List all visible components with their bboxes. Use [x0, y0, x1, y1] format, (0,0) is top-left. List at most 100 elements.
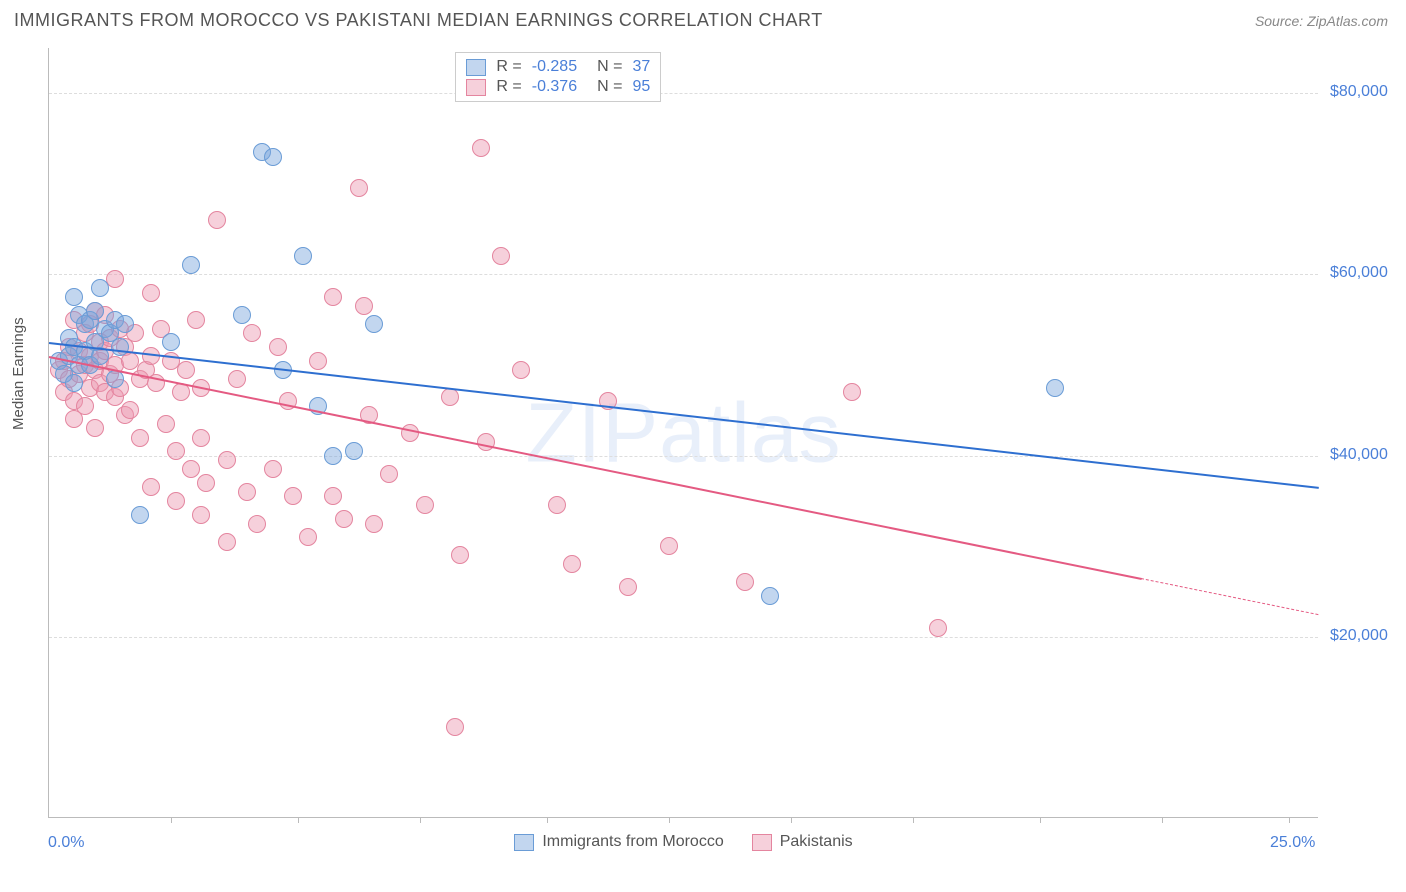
scatter-point — [492, 247, 510, 265]
x-tick — [420, 817, 421, 823]
scatter-point — [131, 429, 149, 447]
scatter-point — [233, 306, 251, 324]
scatter-point — [380, 465, 398, 483]
legend-item: Immigrants from Morocco — [514, 833, 723, 851]
scatter-point — [111, 338, 129, 356]
scatter-point — [660, 537, 678, 555]
x-axis-end-label: 0.0% — [48, 834, 84, 852]
scatter-point — [218, 533, 236, 551]
scatter-point — [142, 284, 160, 302]
scatter-point — [243, 324, 261, 342]
series-swatch — [466, 59, 486, 76]
scatter-point — [131, 506, 149, 524]
scatter-point — [324, 288, 342, 306]
scatter-point — [350, 179, 368, 197]
scatter-point — [294, 247, 312, 265]
scatter-point — [365, 315, 383, 333]
scatter-point — [142, 478, 160, 496]
scatter-point — [86, 302, 104, 320]
x-tick — [171, 817, 172, 823]
scatter-point — [76, 397, 94, 415]
scatter-point — [65, 288, 83, 306]
trend-line — [49, 342, 1319, 489]
scatter-point — [365, 515, 383, 533]
scatter-point — [284, 487, 302, 505]
scatter-point — [182, 460, 200, 478]
stat-r-label: R = — [496, 58, 521, 76]
scatter-point — [192, 506, 210, 524]
scatter-point — [563, 555, 581, 573]
x-tick — [547, 817, 548, 823]
legend: Immigrants from Morocco Pakistanis — [49, 833, 1318, 851]
scatter-point — [106, 270, 124, 288]
scatter-point — [451, 546, 469, 564]
legend-label: Immigrants from Morocco — [542, 833, 723, 851]
series-swatch — [466, 79, 486, 96]
stats-row: R =-0.376N =95 — [466, 77, 650, 97]
scatter-point — [264, 148, 282, 166]
scatter-point — [192, 429, 210, 447]
x-tick — [298, 817, 299, 823]
scatter-point — [91, 279, 109, 297]
y-tick-label: $20,000 — [1330, 627, 1388, 645]
scatter-point — [309, 352, 327, 370]
scatter-point — [269, 338, 287, 356]
scatter-point — [548, 496, 566, 514]
stat-n-value: 37 — [632, 58, 650, 76]
scatter-point — [472, 139, 490, 157]
scatter-point — [355, 297, 373, 315]
gridline — [49, 637, 1318, 638]
scatter-point — [116, 315, 134, 333]
scatter-point — [843, 383, 861, 401]
legend-item: Pakistanis — [752, 833, 853, 851]
x-tick — [791, 817, 792, 823]
stat-n-label: N = — [597, 78, 622, 96]
scatter-point — [177, 361, 195, 379]
scatter-point — [619, 578, 637, 596]
scatter-point — [167, 492, 185, 510]
scatter-point — [157, 415, 175, 433]
stat-r-value: -0.285 — [532, 58, 577, 76]
scatter-point — [167, 442, 185, 460]
scatter-point — [299, 528, 317, 546]
x-tick — [669, 817, 670, 823]
scatter-point — [65, 374, 83, 392]
scatter-point — [477, 433, 495, 451]
stats-row: R = -0.285 N = 37 — [466, 57, 650, 77]
x-tick — [1040, 817, 1041, 823]
gridline — [49, 93, 1318, 94]
scatter-point — [264, 460, 282, 478]
scatter-point — [187, 311, 205, 329]
y-tick-label: $40,000 — [1330, 446, 1388, 464]
legend-swatch — [752, 834, 772, 851]
scatter-point — [121, 401, 139, 419]
scatter-point — [86, 419, 104, 437]
trend-line — [49, 356, 1142, 580]
source-attribution: Source: ZipAtlas.com — [1255, 13, 1388, 29]
scatter-point — [238, 483, 256, 501]
scatter-point — [324, 487, 342, 505]
scatter-point — [736, 573, 754, 591]
legend-swatch — [514, 834, 534, 851]
legend-label: Pakistanis — [780, 833, 853, 851]
scatter-point — [1046, 379, 1064, 397]
x-tick — [913, 817, 914, 823]
gridline — [49, 274, 1318, 275]
scatter-point — [401, 424, 419, 442]
scatter-point — [345, 442, 363, 460]
watermark: ZIPatlas — [525, 384, 841, 481]
scatter-point — [335, 510, 353, 528]
scatter-point — [228, 370, 246, 388]
stat-n-value: 95 — [632, 78, 650, 96]
scatter-point — [182, 256, 200, 274]
x-axis-end-label: 25.0% — [1270, 834, 1315, 852]
y-axis-label: Median Earnings — [10, 317, 27, 430]
scatter-point — [324, 447, 342, 465]
chart-plot-area: ZIPatlas R =-0.285N =37R =-0.376N =95Imm… — [48, 48, 1318, 818]
scatter-point — [248, 515, 266, 533]
y-tick-label: $60,000 — [1330, 264, 1388, 282]
stat-n-label: N = — [597, 58, 622, 76]
scatter-point — [416, 496, 434, 514]
scatter-point — [929, 619, 947, 637]
correlation-stats-box: R =-0.285N =37R =-0.376N =95 — [455, 52, 661, 102]
